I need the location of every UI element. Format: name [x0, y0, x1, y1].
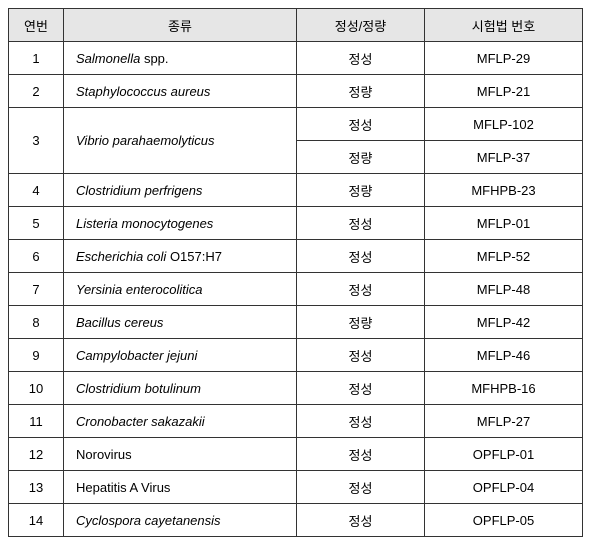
cell-species: Listeria monocytogenes: [64, 207, 297, 240]
cell-type: 정량: [297, 306, 425, 339]
table-row: 6Escherichia coli O157:H7정성MFLP-52: [9, 240, 583, 273]
cell-type: 정성: [297, 372, 425, 405]
header-no: 연번: [9, 9, 64, 42]
cell-type: 정성: [297, 504, 425, 537]
cell-species: Bacillus cereus: [64, 306, 297, 339]
cell-type: 정성: [297, 405, 425, 438]
cell-method: OPFLP-04: [425, 471, 583, 504]
cell-type: 정성: [297, 108, 425, 141]
table-row: 9 Campylobacter jejuni 정성MFLP-46: [9, 339, 583, 372]
cell-method: OPFLP-01: [425, 438, 583, 471]
cell-no: 11: [9, 405, 64, 438]
species-name: Hepatitis A Virus: [76, 480, 170, 495]
species-name: Clostridium perfrigens: [76, 183, 202, 198]
species-name: Norovirus: [76, 447, 132, 462]
table-row: 8 Bacillus cereus 정량MFLP-42: [9, 306, 583, 339]
table-row: 13 Hepatitis A Virus 정성OPFLP-04: [9, 471, 583, 504]
table-row: 7 Yersinia enterocolitica 정성MFLP-48: [9, 273, 583, 306]
species-suffix: spp.: [140, 51, 168, 66]
cell-method: MFHPB-16: [425, 372, 583, 405]
species-name: Cronobacter sakazakii: [76, 414, 205, 429]
cell-species: Vibrio parahaemolyticus: [64, 108, 297, 174]
cell-type: 정성: [297, 273, 425, 306]
cell-species: Staphylococcus aureus: [64, 75, 297, 108]
cell-method: MFLP-48: [425, 273, 583, 306]
cell-type: 정성: [297, 339, 425, 372]
cell-method: MFLP-29: [425, 42, 583, 75]
cell-method: MFLP-102: [425, 108, 583, 141]
cell-method: MFLP-46: [425, 339, 583, 372]
table-row: 11 Cronobacter sakazakii 정성MFLP-27: [9, 405, 583, 438]
cell-species: Yersinia enterocolitica: [64, 273, 297, 306]
cell-method: MFLP-21: [425, 75, 583, 108]
cell-species: Campylobacter jejuni: [64, 339, 297, 372]
cell-no: 3: [9, 108, 64, 174]
table-row: 14 Cyclospora cayetanensis 정성OPFLP-05: [9, 504, 583, 537]
cell-no: 10: [9, 372, 64, 405]
cell-no: 6: [9, 240, 64, 273]
cell-no: 8: [9, 306, 64, 339]
data-table: 연번 종류 정성/정량 시험법 번호 1Salmonella spp.정성MFL…: [8, 8, 583, 537]
cell-method: MFLP-52: [425, 240, 583, 273]
cell-no: 5: [9, 207, 64, 240]
cell-type: 정성: [297, 42, 425, 75]
table-header-row: 연번 종류 정성/정량 시험법 번호: [9, 9, 583, 42]
cell-no: 14: [9, 504, 64, 537]
table-row: 12 Norovirus 정성OPFLP-01: [9, 438, 583, 471]
header-type: 정성/정량: [297, 9, 425, 42]
cell-no: 12: [9, 438, 64, 471]
cell-no: 9: [9, 339, 64, 372]
species-name: Cyclospora cayetanensis: [76, 513, 221, 528]
table-body: 1Salmonella spp.정성MFLP-292Staphylococcus…: [9, 42, 583, 537]
species-name: Bacillus cereus: [76, 315, 163, 330]
table-row: 5 Listeria monocytogenes 정성MFLP-01: [9, 207, 583, 240]
species-name: Clostridium botulinum: [76, 381, 201, 396]
cell-species: Salmonella spp.: [64, 42, 297, 75]
table-row: 3Vibrio parahaemolyticus정성MFLP-102: [9, 108, 583, 141]
cell-no: 2: [9, 75, 64, 108]
cell-type: 정량: [297, 75, 425, 108]
cell-method: MFLP-37: [425, 141, 583, 174]
table-row: 1Salmonella spp.정성MFLP-29: [9, 42, 583, 75]
cell-species: Escherichia coli O157:H7: [64, 240, 297, 273]
cell-type: 정성: [297, 207, 425, 240]
header-method: 시험법 번호: [425, 9, 583, 42]
species-suffix: O157:H7: [166, 249, 222, 264]
cell-no: 7: [9, 273, 64, 306]
cell-method: MFLP-01: [425, 207, 583, 240]
cell-species: Hepatitis A Virus: [64, 471, 297, 504]
cell-type: 정성: [297, 471, 425, 504]
cell-no: 1: [9, 42, 64, 75]
species-name: Yersinia enterocolitica: [76, 282, 202, 297]
header-species: 종류: [64, 9, 297, 42]
table-row: 10 Clostridium botulinum 정성MFHPB-16: [9, 372, 583, 405]
species-name: Vibrio parahaemolyticus: [76, 133, 215, 148]
cell-species: Clostridium perfrigens: [64, 174, 297, 207]
species-name: Campylobacter jejuni: [76, 348, 197, 363]
cell-no: 4: [9, 174, 64, 207]
species-name: Escherichia coli: [76, 249, 166, 264]
cell-method: OPFLP-05: [425, 504, 583, 537]
cell-no: 13: [9, 471, 64, 504]
cell-type: 정량: [297, 174, 425, 207]
cell-species: Clostridium botulinum: [64, 372, 297, 405]
species-name: Salmonella: [76, 51, 140, 66]
cell-species: Norovirus: [64, 438, 297, 471]
cell-method: MFLP-27: [425, 405, 583, 438]
cell-type: 정량: [297, 141, 425, 174]
cell-method: MFHPB-23: [425, 174, 583, 207]
table-row: 4 Clostridium perfrigens 정량MFHPB-23: [9, 174, 583, 207]
cell-type: 정성: [297, 438, 425, 471]
species-name: Staphylococcus aureus: [76, 84, 210, 99]
cell-method: MFLP-42: [425, 306, 583, 339]
table-row: 2 Staphylococcus aureus 정량MFLP-21: [9, 75, 583, 108]
cell-species: Cyclospora cayetanensis: [64, 504, 297, 537]
species-name: Listeria monocytogenes: [76, 216, 213, 231]
cell-type: 정성: [297, 240, 425, 273]
cell-species: Cronobacter sakazakii: [64, 405, 297, 438]
